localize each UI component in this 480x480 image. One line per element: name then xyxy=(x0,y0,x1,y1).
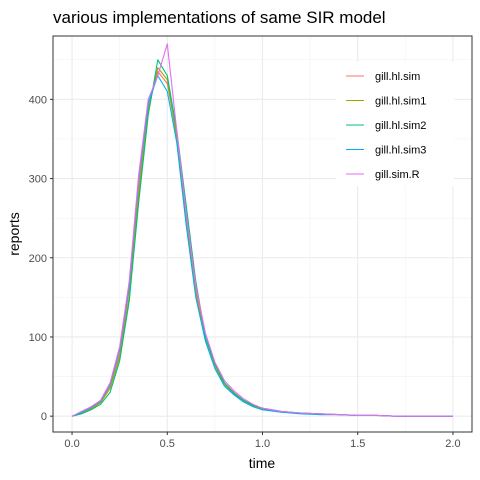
legend-label: gill.sim.R xyxy=(375,169,420,181)
legend: gill.hl.sim gill.hl.sim1 gill.hl.sim2 gill.… xyxy=(336,62,454,186)
y-axis: 0 100 200 300 400 xyxy=(29,94,53,423)
x-tick-label: 1.5 xyxy=(350,438,365,450)
series-line-gill-sim-R xyxy=(71,43,453,417)
legend-background xyxy=(336,62,454,186)
y-axis-title: reports xyxy=(6,212,22,256)
y-tick-label: 100 xyxy=(29,332,47,344)
y-tick-label: 200 xyxy=(29,253,47,265)
x-tick-label: 2.0 xyxy=(445,438,460,450)
x-tick-label: 0.5 xyxy=(160,438,175,450)
legend-label: gill.hl.sim2 xyxy=(375,120,426,132)
legend-label: gill.hl.sim1 xyxy=(375,96,426,108)
x-tick-label: 1.0 xyxy=(255,438,270,450)
y-tick-label: 300 xyxy=(29,174,47,186)
y-tick-label: 400 xyxy=(29,94,47,106)
legend-label: gill.hl.sim xyxy=(375,71,420,83)
legend-label: gill.hl.sim3 xyxy=(375,145,426,157)
x-axis: 0.0 0.5 1.0 1.5 2.0 xyxy=(64,432,461,450)
x-axis-title: time xyxy=(249,455,276,471)
x-tick-label: 0.0 xyxy=(64,438,79,450)
chart-title: various implementations of same SIR mode… xyxy=(53,8,386,27)
y-tick-label: 0 xyxy=(41,411,47,423)
series-layer xyxy=(71,43,453,417)
